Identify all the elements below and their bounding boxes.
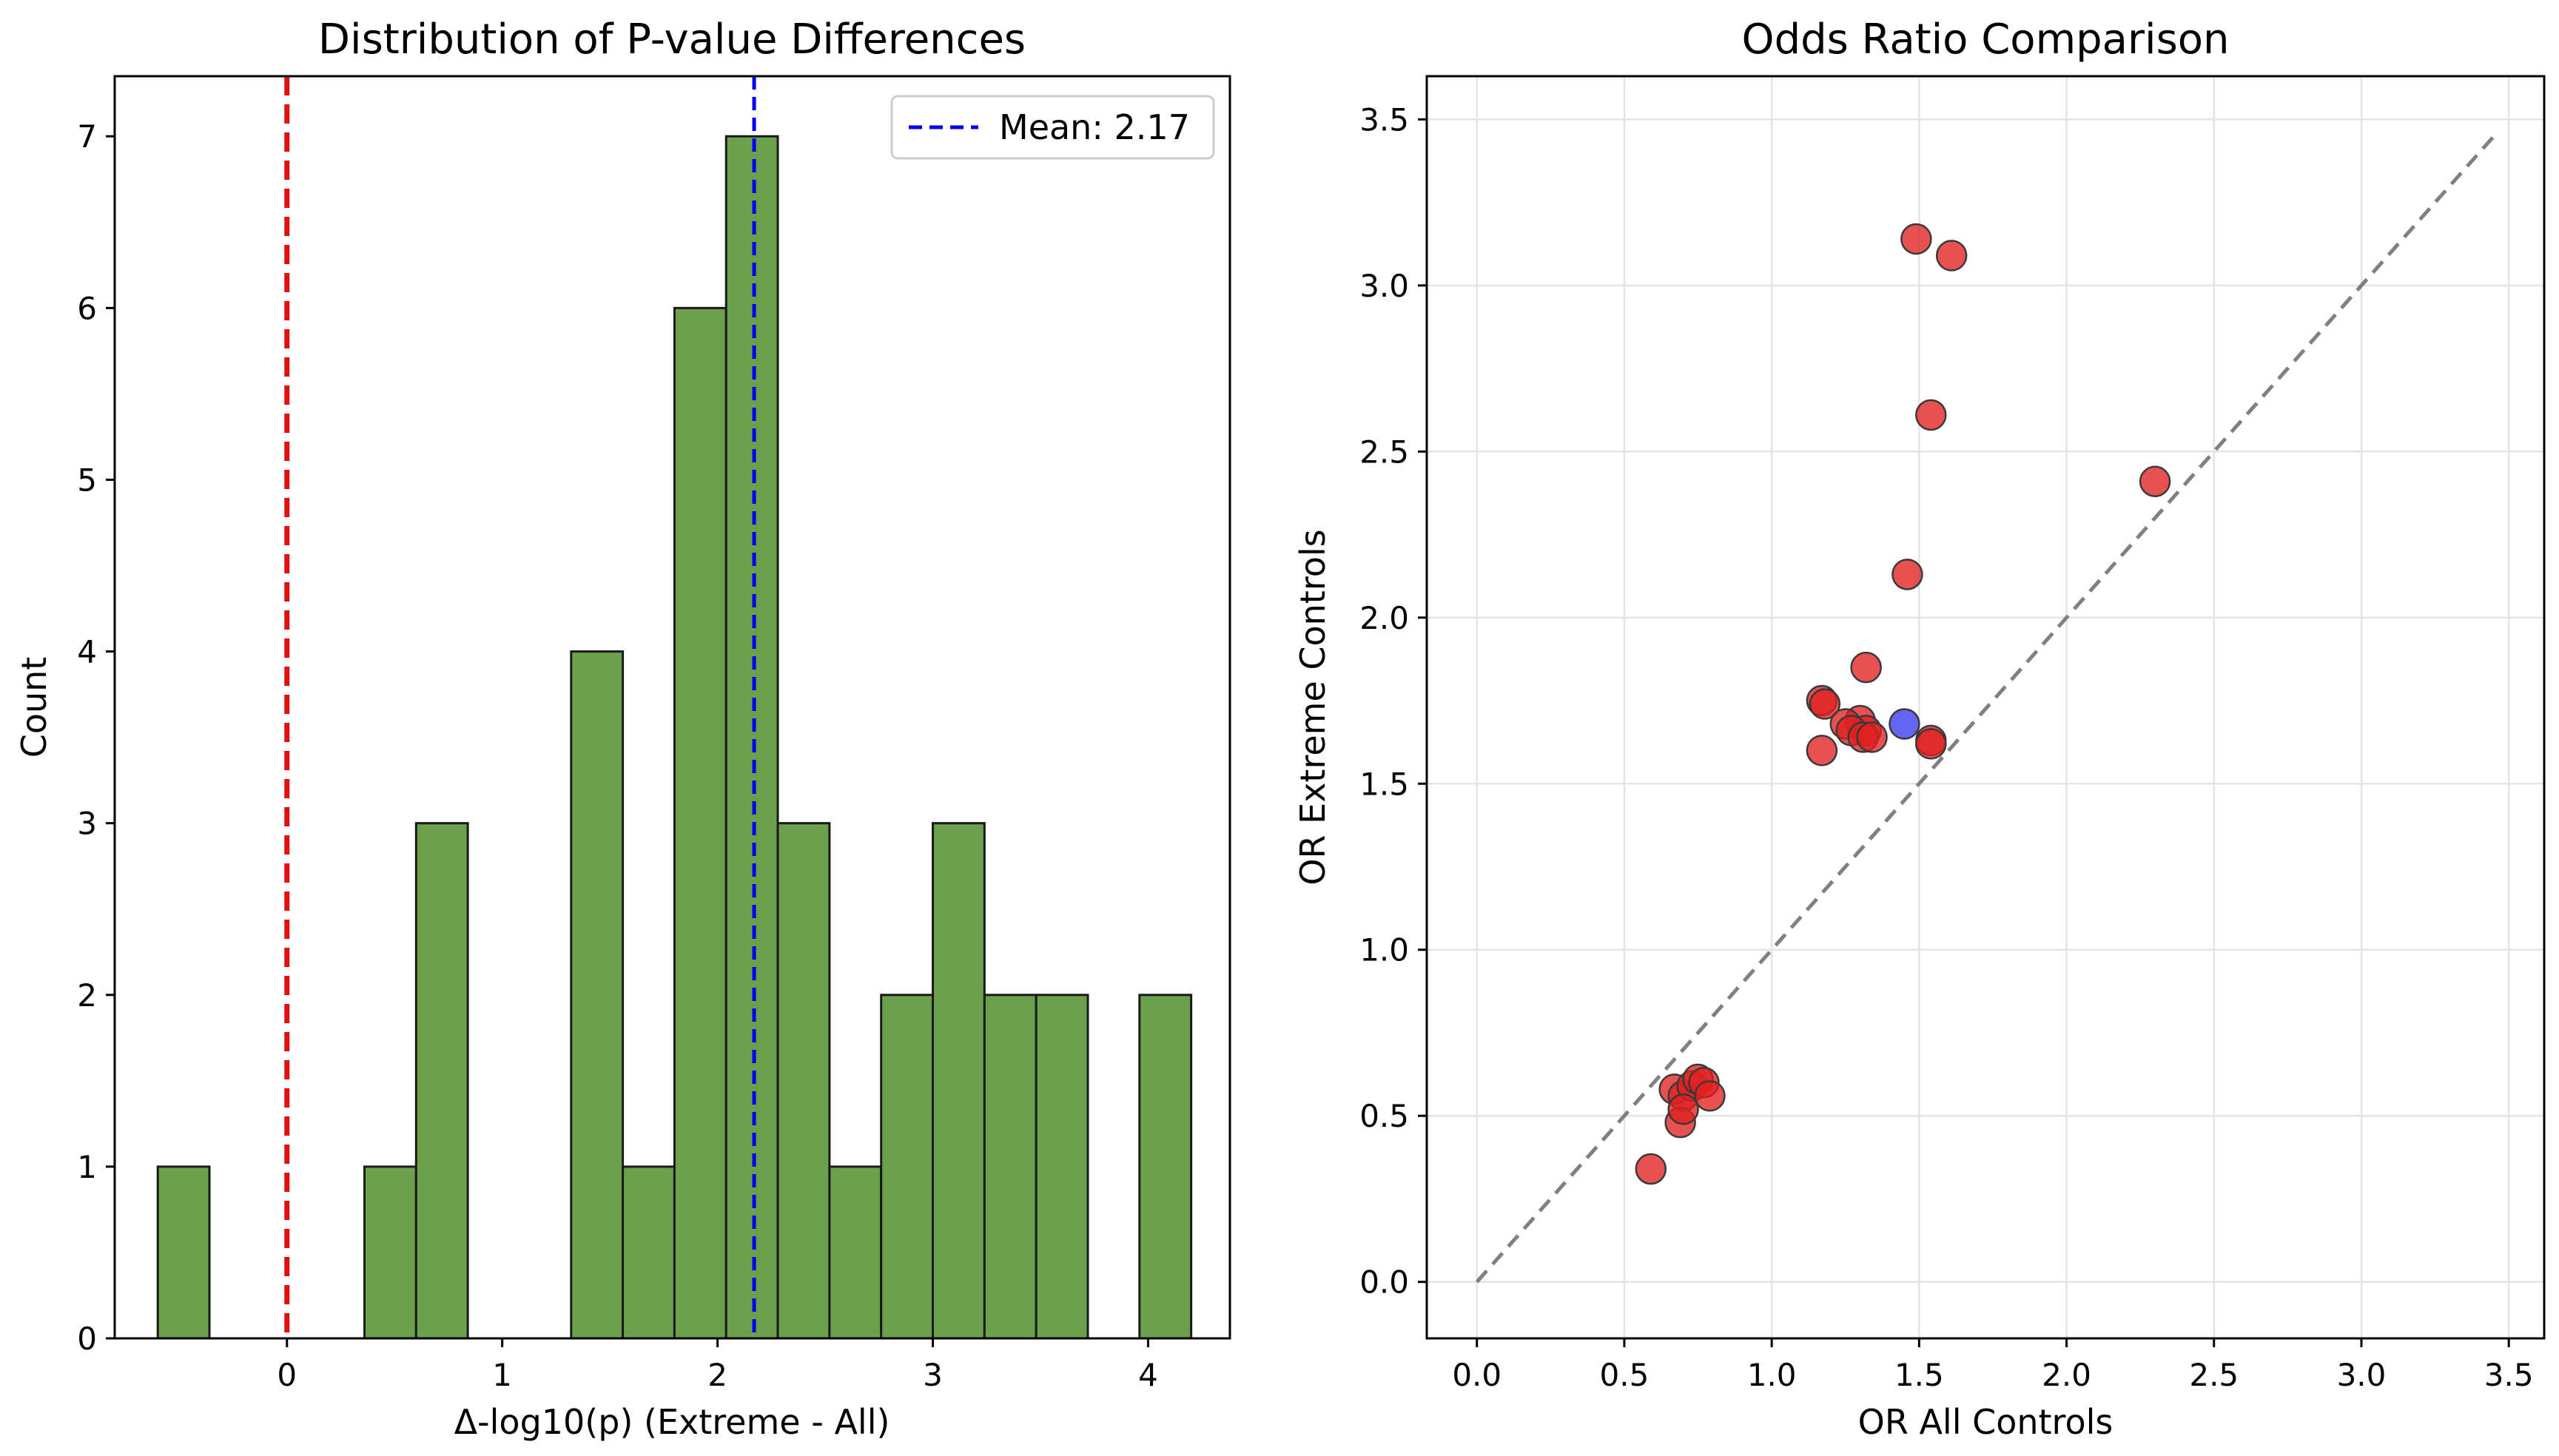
histogram-y-tick-label: 1 xyxy=(77,1149,97,1185)
histogram-y-tick-label: 3 xyxy=(77,806,97,842)
identity-diagonal-line xyxy=(1475,135,2496,1284)
scatter-y-tick-label: 0.5 xyxy=(1359,1098,1409,1134)
histogram-y-ticks: 0 1 2 3 4 5 6 7 xyxy=(77,118,115,1357)
scatter-y-tick-label: 2.0 xyxy=(1359,600,1409,636)
scatter-x-tick-label: 2.0 xyxy=(2042,1357,2091,1393)
histogram-x-tick-label: 2 xyxy=(707,1357,727,1393)
histogram-bar xyxy=(932,822,986,1340)
scatter-point xyxy=(1915,399,1947,431)
histogram-x-tick-label: 4 xyxy=(1138,1357,1158,1393)
histogram-panel: Distribution of P-value Differences 0 1 2 3… xyxy=(14,16,1231,1442)
scatter-y-tick-label: 3.5 xyxy=(1359,101,1409,138)
scatter-x-ticks: 0.0 0.5 1.0 1.5 2.0 2.5 3.0 3.5 xyxy=(1452,1338,2534,1393)
histogram-ylabel: Count xyxy=(14,657,54,758)
scatter-x-tick-label: 3.5 xyxy=(2484,1357,2534,1393)
histogram-bar xyxy=(414,822,469,1340)
histogram-bar xyxy=(776,822,831,1340)
histogram-y-tick-label: 6 xyxy=(77,290,97,326)
histogram-y-tick-label: 4 xyxy=(77,634,97,670)
scatter-point xyxy=(1856,721,1888,753)
scatter-points xyxy=(1635,223,2171,1185)
scatter-y-tick-label: 0.0 xyxy=(1359,1264,1409,1301)
histogram-xlabel: Δ-log10(p) (Extreme - All) xyxy=(454,1402,890,1442)
scatter-y-tick-label: 3.0 xyxy=(1359,268,1409,304)
scatter-axes-frame xyxy=(1425,75,2546,1340)
histogram-y-tick-label: 2 xyxy=(77,977,97,1014)
scatter-point-highlight xyxy=(1889,708,1920,740)
scatter-point xyxy=(1809,688,1841,720)
scatter-grid xyxy=(1427,76,2544,1338)
histogram-bar xyxy=(570,650,625,1340)
histogram-x-tick-label: 1 xyxy=(492,1357,512,1393)
scatter-y-ticks: 0.0 0.5 1.0 1.5 2.0 2.5 3.0 3.5 xyxy=(1359,101,1427,1301)
histogram-bar xyxy=(983,994,1038,1340)
histogram-y-tick-label: 5 xyxy=(77,462,97,498)
scatter-point xyxy=(1900,223,1932,255)
histogram-bars xyxy=(156,135,1193,1340)
histogram-bar xyxy=(828,1165,883,1340)
scatter-y-tick-label: 1.0 xyxy=(1359,932,1409,968)
scatter-point xyxy=(1694,1080,1726,1112)
scatter-title: Odds Ratio Comparison xyxy=(1741,16,2229,64)
histogram-bar xyxy=(622,1165,676,1340)
scatter-x-tick-label: 0.5 xyxy=(1600,1357,1650,1393)
scatter-diagonal xyxy=(1475,135,2496,1284)
histogram-title: Distribution of P-value Differences xyxy=(318,16,1026,64)
histogram-y-tick-label: 0 xyxy=(77,1321,97,1357)
scatter-x-tick-label: 3.0 xyxy=(2337,1357,2387,1393)
scatter-ylabel: OR Extreme Controls xyxy=(1293,529,1333,885)
histogram-bar xyxy=(880,994,935,1340)
scatter-x-tick-label: 2.5 xyxy=(2189,1357,2239,1393)
scatter-xlabel: OR All Controls xyxy=(1858,1402,2114,1442)
histogram-bar xyxy=(1035,994,1089,1340)
histogram-bar xyxy=(363,1165,417,1340)
scatter-point xyxy=(1935,240,1968,272)
histogram-bar xyxy=(724,135,779,1340)
histogram-y-tick-label: 7 xyxy=(77,118,97,155)
scatter-x-tick-label: 0.0 xyxy=(1452,1357,1502,1393)
histogram-bar xyxy=(156,1165,211,1340)
scatter-point xyxy=(1635,1153,1667,1185)
scatter-x-tick-label: 1.0 xyxy=(1747,1357,1797,1393)
scatter-point xyxy=(2139,465,2171,497)
scatter-point xyxy=(1806,735,1838,766)
scatter-y-tick-label: 1.5 xyxy=(1359,766,1409,802)
scatter-x-tick-label: 1.5 xyxy=(1894,1357,1944,1393)
histogram-x-ticks: 0 1 2 3 4 xyxy=(277,1338,1158,1393)
histogram-x-tick-label: 3 xyxy=(923,1357,943,1393)
scatter-point xyxy=(1891,559,1923,590)
scatter-y-tick-label: 2.5 xyxy=(1359,434,1409,470)
histogram-x-tick-label: 0 xyxy=(277,1357,297,1393)
legend-mean-label: Mean: 2.17 xyxy=(999,107,1190,147)
histogram-legend: Mean: 2.17 xyxy=(890,95,1215,160)
histogram-lines xyxy=(284,76,756,1338)
scatter-point xyxy=(1667,1093,1699,1125)
scatter-panel: Odds Ratio Comparison 0.0 0.5 1.0 1.5 2.0 2.5… xyxy=(1293,16,2546,1442)
scatter-point xyxy=(1915,728,1947,760)
histogram-bar xyxy=(1138,994,1193,1340)
scatter-point xyxy=(1850,651,1882,684)
histogram-axes-frame xyxy=(113,75,1231,1340)
histogram-bar xyxy=(673,306,727,1340)
legend-box xyxy=(890,95,1215,160)
